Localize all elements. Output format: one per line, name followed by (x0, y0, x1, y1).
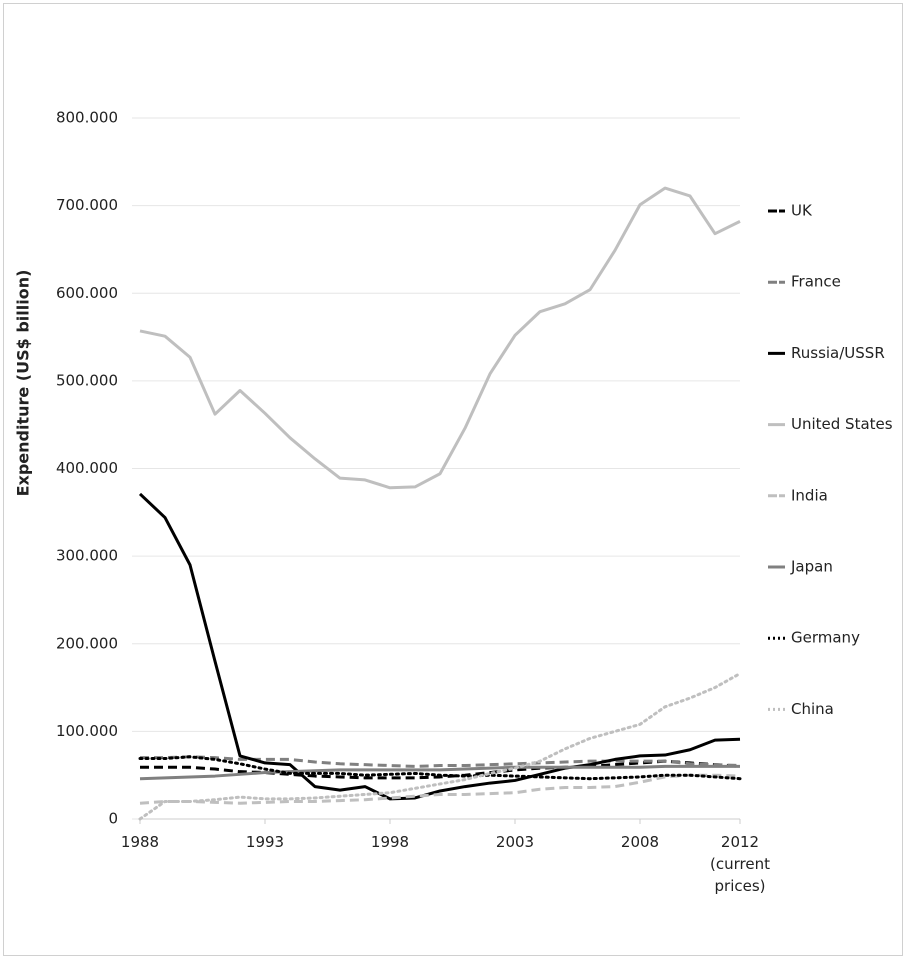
series-line (140, 759, 741, 780)
y-tick-label: 300.000 (56, 547, 118, 565)
y-tick-label: 700.000 (56, 196, 118, 214)
x-tick-label: 2003 (495, 833, 535, 851)
x-tick-label: 2008 (620, 833, 660, 851)
series-line (138, 492, 741, 801)
y-tick-label: 0 (108, 810, 118, 828)
legend-label: United States (791, 415, 893, 433)
y-tick-label: 600.000 (56, 284, 118, 302)
series-line (139, 773, 741, 805)
y-tick-label: 100.000 (56, 722, 118, 740)
legend-label: France (791, 273, 841, 291)
legend-label: India (791, 486, 828, 504)
chart-frame (3, 3, 903, 956)
y-tick-label: 800.000 (56, 109, 118, 127)
legend-label: Japan (790, 558, 833, 576)
series-line (138, 672, 742, 821)
series-line (140, 755, 741, 768)
legend-label: UK (791, 202, 813, 220)
legend-label: Russia/USSR (791, 344, 885, 362)
legend-label: China (791, 700, 834, 718)
x-tick-label: 2012 (current prices) (710, 833, 770, 895)
y-tick-label: 500.000 (56, 371, 118, 389)
legend-label: Germany (791, 629, 860, 647)
series-line (139, 764, 740, 781)
x-tick-label: 1993 (245, 833, 285, 851)
y-axis-label: Expenditure (US$ billion) (14, 270, 33, 497)
x-tick-label: 1998 (370, 833, 410, 851)
series-line (139, 186, 741, 490)
y-tick-label: 200.000 (56, 634, 118, 652)
y-tick-label: 400.000 (56, 459, 118, 477)
x-tick-label: 1988 (120, 833, 160, 851)
series-line (138, 755, 742, 781)
